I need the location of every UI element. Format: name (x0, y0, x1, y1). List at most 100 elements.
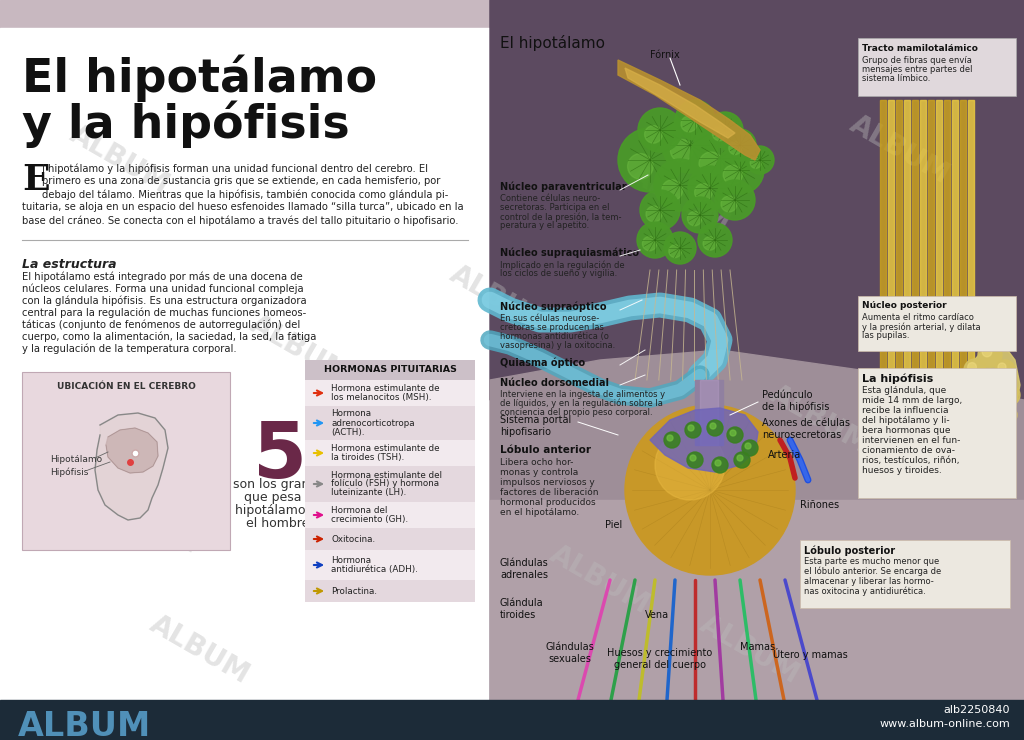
Circle shape (707, 420, 723, 436)
Text: Glándulas
adrenales: Glándulas adrenales (500, 558, 549, 579)
Circle shape (982, 347, 992, 357)
Text: central para la regulación de muchas funciones homeos-: central para la regulación de muchas fun… (22, 308, 306, 318)
Circle shape (734, 452, 750, 468)
Text: Hormona estimulante de: Hormona estimulante de (331, 384, 439, 393)
Circle shape (995, 360, 1015, 380)
Text: mensajes entre partes del: mensajes entre partes del (862, 65, 973, 74)
Text: Núcleo posterior: Núcleo posterior (862, 301, 946, 310)
Bar (920, 100, 926, 380)
Bar (700, 380, 718, 445)
Circle shape (982, 377, 1008, 403)
Text: UBICACIÓN EN EL CEREBRO: UBICACIÓN EN EL CEREBRO (56, 382, 196, 391)
Text: Glándula
tiroides: Glándula tiroides (500, 598, 544, 619)
Bar (858, 368, 1016, 498)
Text: son los gramos: son los gramos (232, 478, 328, 491)
Circle shape (746, 146, 774, 174)
Text: Mamas: Mamas (740, 642, 775, 652)
Circle shape (690, 128, 750, 188)
Text: Grupo de fibras que envía: Grupo de fibras que envía (862, 56, 972, 65)
Text: El hipotálamo: El hipotálamo (22, 55, 377, 103)
Text: folículo (FSH) y hormona: folículo (FSH) y hormona (331, 480, 439, 488)
Circle shape (712, 457, 728, 473)
Text: bera hormonas que: bera hormonas que (862, 426, 950, 435)
Circle shape (715, 460, 721, 466)
Text: hormonal producidos: hormonal producidos (500, 498, 596, 507)
Circle shape (978, 343, 1002, 367)
Circle shape (963, 388, 971, 396)
Text: En sus células neurose-: En sus células neurose- (500, 314, 599, 323)
Text: y la presión arterial, y dilata: y la presión arterial, y dilata (862, 322, 981, 332)
Circle shape (703, 237, 717, 250)
Circle shape (681, 116, 697, 132)
Circle shape (625, 405, 795, 575)
Text: Piel: Piel (605, 520, 623, 530)
Text: cretoras se producen las: cretoras se producen las (500, 323, 604, 332)
Circle shape (1002, 388, 1011, 396)
Polygon shape (952, 340, 1020, 435)
Text: Hormona estimulante del: Hormona estimulante del (331, 471, 442, 480)
Bar (928, 100, 934, 380)
Text: del hipotálamo y li-: del hipotálamo y li- (862, 416, 949, 425)
Circle shape (685, 422, 701, 438)
Bar (305, 406, 475, 440)
Circle shape (998, 363, 1006, 371)
Circle shape (654, 159, 706, 211)
Text: Interviene en la ingesta de alimentos y: Interviene en la ingesta de alimentos y (500, 390, 666, 399)
Bar (952, 100, 958, 380)
Bar (888, 100, 894, 380)
Text: táticas (conjunto de fenómenos de autorregulación) del: táticas (conjunto de fenómenos de autorr… (22, 320, 300, 331)
Text: primero es una zona de sustancia gris que se extiende, en cada hemisferio, por: primero es una zona de sustancia gris qu… (42, 176, 440, 186)
Text: conciencia del propio peso corporal.: conciencia del propio peso corporal. (500, 408, 652, 417)
Polygon shape (490, 350, 1024, 700)
Bar (490, 0, 1024, 700)
Bar (305, 528, 475, 550)
Text: Útero y mamas: Útero y mamas (773, 648, 848, 660)
Bar (880, 100, 886, 380)
Circle shape (729, 142, 741, 155)
Circle shape (638, 108, 682, 152)
Text: impulsos nerviosos y: impulsos nerviosos y (500, 478, 595, 487)
Text: factores de liberación: factores de liberación (500, 488, 598, 497)
Text: Hormona: Hormona (331, 556, 371, 565)
Text: ALBUM: ALBUM (66, 121, 175, 200)
Circle shape (723, 165, 742, 184)
Bar (896, 100, 902, 380)
Circle shape (640, 190, 680, 230)
Text: Quiasma óptico: Quiasma óptico (500, 358, 585, 369)
Text: ALBUM: ALBUM (18, 710, 152, 740)
Text: debajo del tálamo. Mientras que la hipófisis, también conocida como glándula pi-: debajo del tálamo. Mientras que la hipóf… (42, 189, 449, 200)
Text: Núcleo supraquiasmático: Núcleo supraquiasmático (500, 248, 639, 258)
Text: ALBUM: ALBUM (845, 110, 954, 189)
Circle shape (682, 197, 718, 233)
Circle shape (968, 363, 977, 371)
Bar (961, 100, 966, 380)
Text: con la glándula hipófisis. Es una estructura organizadora: con la glándula hipófisis. Es una estruc… (22, 296, 306, 306)
Text: El hipotálamo: El hipotálamo (500, 35, 605, 51)
Text: huesos y tiroides.: huesos y tiroides. (862, 466, 942, 475)
Text: Riñones: Riñones (800, 500, 839, 510)
Circle shape (964, 359, 986, 381)
Text: los melanocitos (MSH).: los melanocitos (MSH). (331, 393, 431, 402)
Text: Hormona estimulante de: Hormona estimulante de (331, 444, 439, 453)
Text: Hipotálamo: Hipotálamo (50, 456, 102, 465)
Text: Núcleo paraventricular: Núcleo paraventricular (500, 182, 627, 192)
Circle shape (710, 423, 716, 429)
Text: ALBUM: ALBUM (545, 540, 654, 619)
Circle shape (688, 425, 694, 431)
Text: Fórnix: Fórnix (650, 50, 680, 60)
Text: monas y controla: monas y controla (500, 468, 579, 477)
Text: antidiurética (ADH).: antidiurética (ADH). (331, 565, 418, 574)
Polygon shape (625, 68, 735, 138)
Circle shape (1001, 408, 1009, 416)
Circle shape (742, 440, 758, 456)
Text: ALBUM: ALBUM (445, 260, 555, 340)
Circle shape (669, 245, 682, 258)
Text: l hipotálamo y la hipófisis forman una unidad funcional dentro del cerebro. El: l hipotálamo y la hipófisis forman una u… (42, 163, 428, 173)
Bar (305, 550, 475, 580)
Text: de líquidos, y en la regulación sobre la: de líquidos, y en la regulación sobre la (500, 399, 663, 408)
Bar (305, 580, 475, 602)
Circle shape (707, 112, 743, 148)
Bar (490, 500, 1024, 700)
Bar (305, 380, 475, 406)
Circle shape (987, 382, 997, 392)
